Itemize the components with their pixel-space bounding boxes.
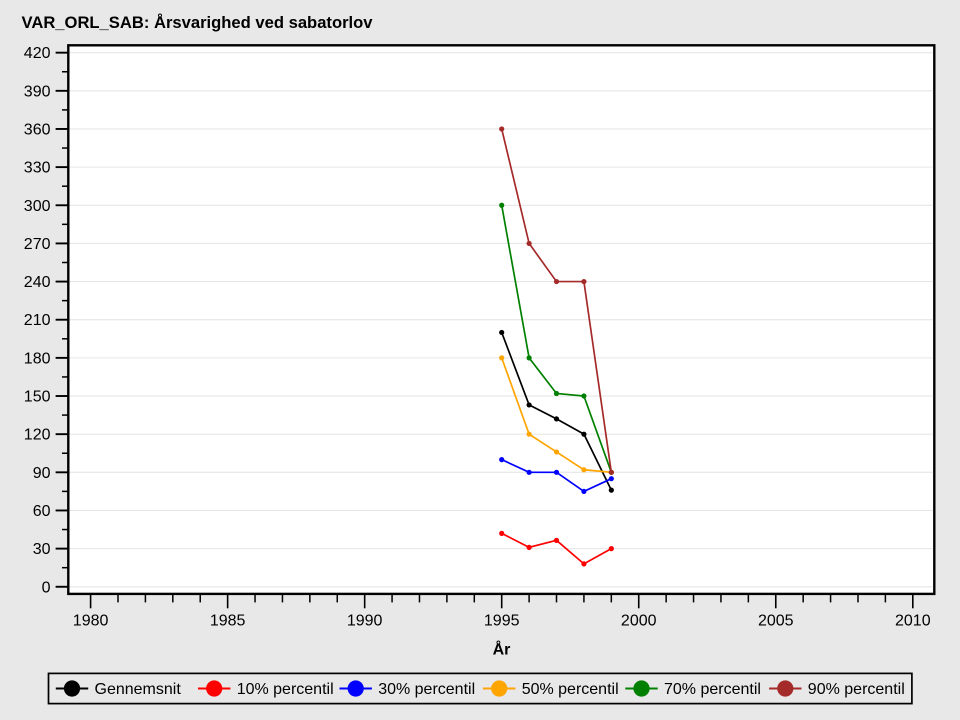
svg-text:120: 120: [24, 427, 51, 444]
svg-text:70% percentil: 70% percentil: [664, 681, 761, 698]
svg-text:390: 390: [24, 83, 51, 100]
svg-text:År: År: [493, 640, 511, 659]
svg-text:90% percentil: 90% percentil: [808, 681, 905, 698]
svg-text:10% percentil: 10% percentil: [237, 681, 334, 698]
svg-text:VAR_ORL_SAB: Årsvarighed ved s: VAR_ORL_SAB: Årsvarighed ved sabatorlov: [22, 13, 374, 32]
svg-text:180: 180: [24, 350, 51, 367]
svg-text:330: 330: [24, 160, 51, 177]
svg-text:1980: 1980: [73, 613, 109, 630]
svg-text:360: 360: [24, 121, 51, 138]
svg-text:240: 240: [24, 274, 51, 291]
svg-text:1990: 1990: [347, 613, 383, 630]
svg-text:210: 210: [24, 312, 51, 329]
svg-text:150: 150: [24, 389, 51, 406]
svg-text:50% percentil: 50% percentil: [522, 681, 619, 698]
svg-text:300: 300: [24, 198, 51, 215]
svg-text:2005: 2005: [758, 613, 794, 630]
svg-text:2010: 2010: [895, 613, 931, 630]
svg-text:420: 420: [24, 45, 51, 62]
svg-text:0: 0: [42, 579, 51, 596]
svg-text:1985: 1985: [210, 613, 246, 630]
svg-text:2000: 2000: [621, 613, 657, 630]
svg-text:30: 30: [33, 541, 51, 558]
svg-text:Gennemsnit: Gennemsnit: [95, 681, 182, 698]
svg-text:1995: 1995: [484, 613, 520, 630]
svg-text:90: 90: [33, 465, 51, 482]
svg-text:60: 60: [33, 503, 51, 520]
svg-text:270: 270: [24, 236, 51, 253]
svg-text:30% percentil: 30% percentil: [378, 681, 475, 698]
